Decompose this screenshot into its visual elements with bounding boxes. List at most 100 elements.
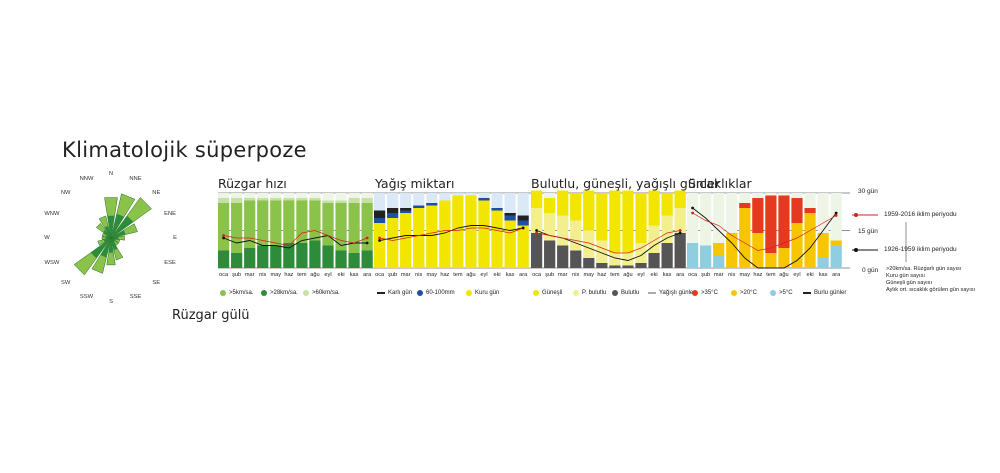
- bar-segment: [322, 245, 334, 268]
- bar-segment: [531, 190, 543, 208]
- bar-segment: [635, 193, 647, 243]
- bar-segment: [596, 263, 608, 268]
- line-endpoint: [834, 211, 838, 215]
- bar-segment: [583, 258, 595, 268]
- bar-segment: [218, 250, 230, 268]
- rose-direction-label: NNW: [79, 175, 94, 182]
- rose-petal-inner: [111, 236, 119, 240]
- legend-swatch: [573, 290, 579, 296]
- legend-swatch: [612, 290, 618, 296]
- legend-label: >20°C: [740, 290, 757, 296]
- x-tick-label: haz: [284, 272, 293, 278]
- legend-swatch: [466, 290, 472, 296]
- rose-direction-label: ESE: [164, 259, 176, 266]
- bar-segment: [596, 193, 608, 241]
- line-endpoint: [378, 236, 381, 240]
- bar-segment: [296, 198, 308, 201]
- bar-segment: [283, 200, 295, 243]
- bar-segment: [374, 223, 386, 268]
- bar-segment: [270, 198, 282, 201]
- bar-segment: [322, 200, 334, 203]
- bar-segment: [557, 245, 569, 268]
- bar-segment: [544, 240, 556, 268]
- cloud-panel-title: Bulutlu, güneşli, yağışlı günler: [531, 176, 720, 191]
- rose-direction-label: SE: [152, 280, 161, 287]
- legend-mild5: >5°C: [770, 290, 793, 296]
- bar-segment: [622, 190, 634, 253]
- rose-petal-inner: [111, 230, 126, 238]
- x-tick-label: tem: [766, 272, 776, 278]
- bar-segment: [257, 198, 269, 201]
- x-tick-label: mar: [401, 272, 411, 278]
- bar-background: [726, 193, 738, 268]
- rose-petal-inner: [111, 238, 116, 243]
- legend-swatch: [220, 290, 226, 296]
- bar-segment: [504, 220, 516, 268]
- bar-segment: [609, 190, 621, 253]
- legend-hot35: >35°C: [692, 290, 718, 296]
- rose-direction-label: SSW: [79, 294, 94, 301]
- temp-panel-title: Sıcaklıklar: [688, 176, 752, 191]
- x-tick-label: nis: [259, 272, 266, 278]
- rose-petal-inner: [107, 215, 115, 238]
- bar-segment: [557, 215, 569, 246]
- bar-segment: [544, 198, 556, 213]
- legend-line: [803, 292, 811, 294]
- x-tick-label: eyl: [324, 272, 331, 278]
- legend-sunny: Güneşli: [533, 290, 562, 296]
- line-recent-period: [223, 230, 368, 246]
- axis-top-label: 30 gün: [858, 188, 878, 195]
- bar-segment: [791, 198, 803, 223]
- legend-label: Güneşli: [542, 290, 563, 296]
- rose-direction-label: NE: [152, 189, 161, 196]
- bar-segment: [348, 203, 360, 253]
- bar-segment: [687, 243, 699, 268]
- x-tick-label: eyl: [793, 272, 800, 278]
- bar-segment: [361, 203, 373, 251]
- legend-swatch: [770, 290, 776, 296]
- rose-direction-label: W: [44, 235, 50, 241]
- x-tick-label: tem: [610, 272, 620, 278]
- bar-segment: [583, 230, 595, 258]
- line-endpoint: [378, 239, 381, 242]
- bar-segment: [231, 203, 243, 253]
- bar-segment: [257, 200, 269, 246]
- x-tick-label: ağu: [623, 272, 632, 278]
- bar-segment: [335, 250, 347, 268]
- bar-segment: [674, 190, 686, 208]
- bar-segment: [218, 203, 230, 251]
- legend-snow: Karlı gün: [377, 290, 412, 296]
- x-tick-label: tem: [297, 272, 307, 278]
- bar-segment: [452, 195, 464, 268]
- line-endpoint: [535, 231, 538, 235]
- bar-segment: [348, 198, 360, 203]
- x-tick-label: kas: [819, 272, 828, 278]
- bar-segment: [622, 265, 634, 268]
- bar-segment: [570, 250, 582, 268]
- legend-swatch: [533, 290, 539, 296]
- bar-segment: [674, 233, 686, 268]
- rose-direction-label: NW: [60, 189, 71, 196]
- bar-segment: [478, 198, 490, 201]
- bar-segment: [478, 200, 490, 268]
- line-endpoint: [678, 231, 682, 235]
- line-endpoint: [691, 206, 694, 210]
- legend-wind60: >60km/sa.: [303, 290, 340, 296]
- period-recent-label: 1959-2016 iklim periyodu: [884, 211, 957, 218]
- rose-petal-inner: [90, 238, 111, 259]
- x-tick-label: ara: [363, 272, 372, 278]
- legend-fog: Burlu günler: [803, 290, 846, 296]
- bar-segment: [491, 208, 503, 211]
- line-recent-period: [692, 212, 837, 251]
- bar-segment: [309, 240, 321, 268]
- bar-segment: [765, 195, 777, 253]
- bar-segment: [465, 195, 477, 268]
- rose-direction-label: E: [173, 235, 177, 241]
- rose-caption: Rüzgar gülü: [172, 308, 250, 323]
- legend-label: >28km/sa.: [270, 290, 298, 296]
- x-tick-label: haz: [753, 272, 762, 278]
- bar-segment: [830, 245, 842, 268]
- bar-segment: [596, 240, 608, 263]
- note-line: >20km/sa. Rüzgarlı gün sayısı: [886, 266, 962, 272]
- legend-dry: Kuru gün: [466, 290, 499, 296]
